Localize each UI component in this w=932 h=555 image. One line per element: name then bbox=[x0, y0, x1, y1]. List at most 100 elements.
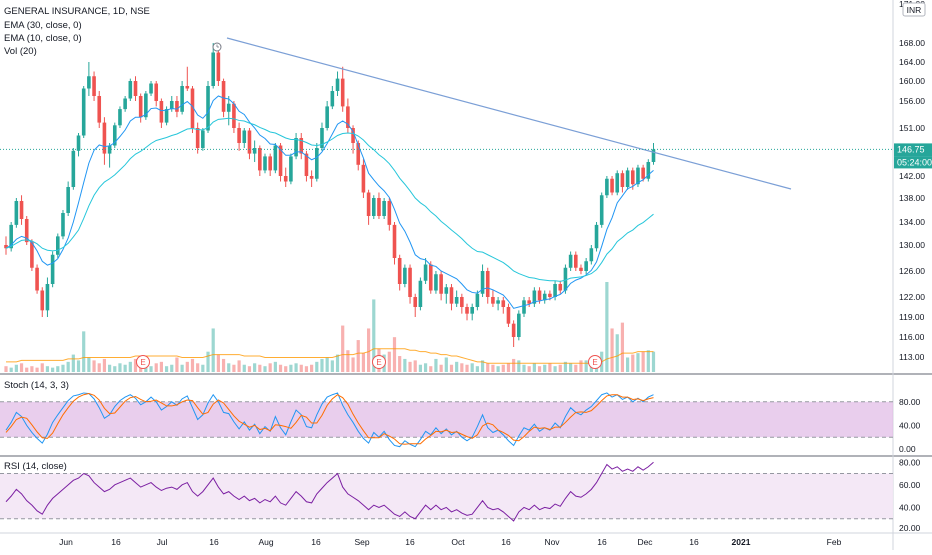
volume-bar bbox=[392, 337, 397, 372]
earnings-badge[interactable]: E bbox=[372, 355, 386, 369]
candle-body bbox=[14, 201, 19, 225]
candle-body bbox=[356, 143, 361, 165]
candle-body bbox=[206, 86, 210, 131]
candle-body bbox=[87, 76, 91, 89]
candle-body bbox=[330, 91, 335, 107]
volume-bar bbox=[558, 364, 562, 372]
volume-bar bbox=[569, 363, 573, 372]
volume-bar bbox=[486, 363, 490, 372]
candle-body bbox=[423, 264, 428, 281]
candle-body bbox=[584, 261, 588, 271]
candle-body bbox=[289, 156, 293, 182]
candle-body bbox=[92, 76, 96, 96]
candle-body bbox=[641, 167, 645, 179]
trend-line[interactable] bbox=[226, 37, 792, 190]
chart-title[interactable]: GENERAL INSURANCE, 1D, NSE bbox=[4, 6, 150, 17]
legend-vol[interactable]: Vol (20) bbox=[4, 46, 37, 57]
volume-bar bbox=[434, 358, 438, 372]
candle-body bbox=[558, 284, 563, 291]
candle-body bbox=[361, 164, 366, 193]
price-tick-label: 156.00 bbox=[899, 96, 925, 106]
volume-bar bbox=[330, 360, 334, 372]
legend-ema10[interactable]: EMA (10, close, 0) bbox=[4, 33, 82, 44]
volume-bar bbox=[605, 282, 609, 372]
volume-bar bbox=[97, 363, 101, 372]
time-tick-label: 16 bbox=[405, 537, 415, 547]
time-tick-label: 16 bbox=[501, 537, 511, 547]
oscillator-axes[interactable]: 80.00 40.00 0.00 80.00 60.00 40.00 20.00 bbox=[899, 397, 921, 533]
volume-bar bbox=[154, 363, 158, 372]
currency-badge[interactable]: INR bbox=[902, 2, 926, 17]
alarm-clock-icon[interactable] bbox=[212, 42, 222, 52]
candle-body bbox=[485, 271, 490, 297]
volume-bar bbox=[346, 350, 350, 372]
price-tick-label: 122.00 bbox=[899, 292, 925, 302]
volume-bar bbox=[232, 364, 236, 372]
legend-ema30[interactable]: EMA (30, close, 0) bbox=[4, 20, 82, 31]
time-tick-label: Nov bbox=[544, 537, 560, 547]
volume-bar bbox=[221, 358, 226, 372]
earnings-badge-label: E bbox=[140, 358, 145, 367]
candle-body bbox=[154, 83, 159, 101]
volume-bar bbox=[449, 364, 454, 372]
candle-body bbox=[511, 323, 516, 337]
time-tick-label: Sep bbox=[354, 537, 369, 547]
volume-bar bbox=[247, 366, 252, 372]
candle-body bbox=[522, 300, 526, 314]
candle-body bbox=[4, 245, 8, 249]
volume-bar bbox=[175, 357, 179, 372]
volume-bar bbox=[532, 363, 536, 372]
candle-body bbox=[40, 290, 45, 311]
candle-body bbox=[646, 162, 651, 179]
candle-body bbox=[589, 248, 594, 262]
candle-body bbox=[216, 52, 221, 81]
candle-body bbox=[574, 254, 578, 268]
candle-body bbox=[237, 128, 241, 143]
candle-body bbox=[226, 103, 231, 112]
candle-body bbox=[195, 128, 200, 148]
rsi-tick-label: 40.00 bbox=[899, 502, 921, 512]
candle-body bbox=[625, 170, 630, 187]
price-axis[interactable]: 171.00168.00164.00160.00156.00151.00147.… bbox=[899, 0, 925, 362]
volume-bar bbox=[615, 334, 619, 372]
volume-bar bbox=[268, 363, 272, 372]
volume-bar bbox=[527, 366, 531, 372]
legend-rsi[interactable]: RSI (14, close) bbox=[4, 461, 67, 472]
stoch-tick-label: 80.00 bbox=[899, 397, 921, 407]
volume-bar bbox=[123, 364, 127, 372]
volume-ma-line bbox=[6, 348, 654, 364]
time-tick-label: Dec bbox=[637, 537, 653, 547]
volume-bar bbox=[403, 358, 407, 372]
time-tick-label: 16 bbox=[111, 537, 121, 547]
earnings-badge[interactable]: E bbox=[136, 355, 150, 369]
candle-body bbox=[35, 267, 39, 291]
candle-body bbox=[517, 313, 521, 337]
candle-body bbox=[221, 81, 226, 112]
volume-bar bbox=[61, 364, 65, 372]
candle-body bbox=[304, 153, 309, 176]
candle-body bbox=[175, 101, 179, 112]
volume-bar bbox=[242, 364, 246, 372]
candle-body bbox=[159, 101, 164, 123]
candle-body bbox=[366, 192, 371, 216]
volume-bar bbox=[87, 357, 91, 372]
candle-body bbox=[133, 81, 138, 96]
earnings-badge[interactable]: E bbox=[588, 355, 602, 369]
volume-bar bbox=[4, 366, 8, 372]
volume-bar bbox=[211, 328, 215, 372]
volume-bar bbox=[35, 367, 39, 372]
volume-bar bbox=[315, 361, 319, 372]
candle-body bbox=[201, 130, 205, 148]
time-axis[interactable]: Jun 16 Jul 16 Aug 16 Sep 16 Oct 16 Nov 16 Dec 16 2021 F… bbox=[59, 537, 841, 547]
volume-bar bbox=[133, 358, 138, 372]
legend-stoch[interactable]: Stoch (14, 3, 3) bbox=[4, 380, 69, 391]
volume-bar bbox=[227, 363, 231, 372]
volume-bar bbox=[66, 361, 70, 372]
candle-body bbox=[335, 78, 340, 91]
candle-body bbox=[568, 254, 573, 268]
volume-bar bbox=[196, 363, 200, 372]
candle-body bbox=[24, 219, 29, 243]
volume-bar bbox=[491, 364, 495, 372]
volume-bar bbox=[512, 358, 516, 372]
